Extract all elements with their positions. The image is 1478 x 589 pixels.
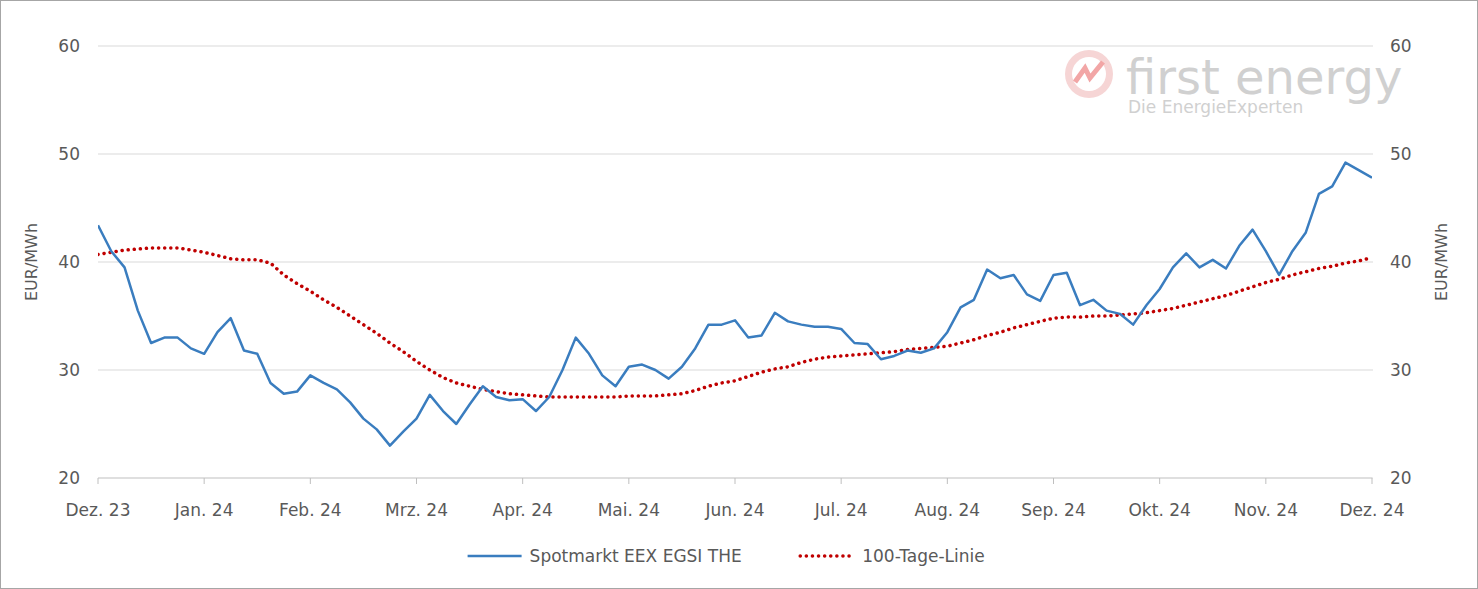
x-tick-label: Mai. 24 bbox=[598, 500, 660, 520]
x-tick-label: Dez. 23 bbox=[66, 500, 131, 520]
x-tick-label: Jan. 24 bbox=[174, 500, 234, 520]
y2-tick-label: 20 bbox=[1390, 468, 1412, 488]
x-tick bbox=[1265, 478, 1266, 484]
y-tick-label: 40 bbox=[58, 252, 80, 272]
y2-tick-label: 30 bbox=[1390, 360, 1412, 380]
x-tick bbox=[1053, 478, 1054, 484]
x-tick bbox=[735, 478, 736, 484]
y2-axis-title: EUR/MWh bbox=[1432, 223, 1451, 301]
x-tick-label: Mrz. 24 bbox=[385, 500, 448, 520]
x-tick-label: Nov. 24 bbox=[1234, 500, 1298, 520]
y-tick-label: 20 bbox=[58, 468, 80, 488]
y2-tick-label: 50 bbox=[1390, 144, 1412, 164]
x-tick-label: Feb. 24 bbox=[279, 500, 342, 520]
y2-tick-label: 60 bbox=[1390, 36, 1412, 56]
x-tick bbox=[522, 478, 523, 484]
logo bbox=[1072, 57, 1106, 91]
y2-tick bbox=[1372, 262, 1373, 263]
grid-line bbox=[98, 46, 1372, 47]
legend-swatch bbox=[800, 554, 854, 558]
chart-root: first energyDie EnergieExperten 20 30 40 50 6… bbox=[0, 0, 1478, 589]
legend-swatch bbox=[468, 555, 522, 558]
x-tick bbox=[1372, 478, 1373, 484]
x-tick bbox=[947, 478, 948, 484]
x-tick-label: Sep. 24 bbox=[1021, 500, 1085, 520]
legend-label: Spotmarkt EEX EGSI THE bbox=[530, 546, 742, 566]
x-tick bbox=[204, 478, 205, 484]
x-tick-label: Okt. 24 bbox=[1128, 500, 1190, 520]
x-tick bbox=[416, 478, 417, 484]
chart: first energyDie EnergieExperten 20 30 40 50 6… bbox=[0, 0, 1478, 589]
series-line bbox=[98, 163, 1372, 446]
y2-tick bbox=[1372, 370, 1373, 371]
y2-tick bbox=[1372, 46, 1373, 47]
series-line bbox=[98, 248, 1372, 397]
x-tick-label: Dez. 24 bbox=[1340, 500, 1405, 520]
x-tick bbox=[1159, 478, 1160, 484]
watermark-subtitle: Die EnergieExperten bbox=[1128, 97, 1303, 117]
y-axis-title: EUR/MWh bbox=[22, 223, 41, 301]
grid-line bbox=[98, 154, 1372, 155]
y-tick-label: 30 bbox=[58, 360, 80, 380]
watermark: first energyDie EnergieExperten bbox=[1065, 49, 1402, 117]
x-tick-label: Jun. 24 bbox=[704, 500, 764, 520]
x-tick bbox=[841, 478, 842, 484]
x-tick-label: Apr. 24 bbox=[493, 500, 553, 520]
y2-tick bbox=[1372, 154, 1373, 155]
x-tick-label: Aug. 24 bbox=[915, 500, 981, 520]
y-tick-label: 60 bbox=[58, 36, 80, 56]
x-tick bbox=[628, 478, 629, 484]
x-tick-label: Jul. 24 bbox=[814, 500, 868, 520]
grid-line bbox=[98, 262, 1372, 263]
frame bbox=[1, 1, 1478, 589]
plot-area bbox=[98, 163, 1372, 446]
y2-tick-label: 40 bbox=[1390, 252, 1412, 272]
y-tick-label: 50 bbox=[58, 144, 80, 164]
legend: Spotmarkt EEX EGSI THE 100-Tage-Linie bbox=[468, 546, 985, 566]
logo bbox=[1075, 62, 1103, 82]
logo bbox=[1065, 50, 1113, 98]
legend-label: 100-Tage-Linie bbox=[862, 546, 985, 566]
x-tick bbox=[310, 478, 311, 484]
x-tick bbox=[98, 478, 99, 484]
grid-line bbox=[98, 370, 1372, 371]
